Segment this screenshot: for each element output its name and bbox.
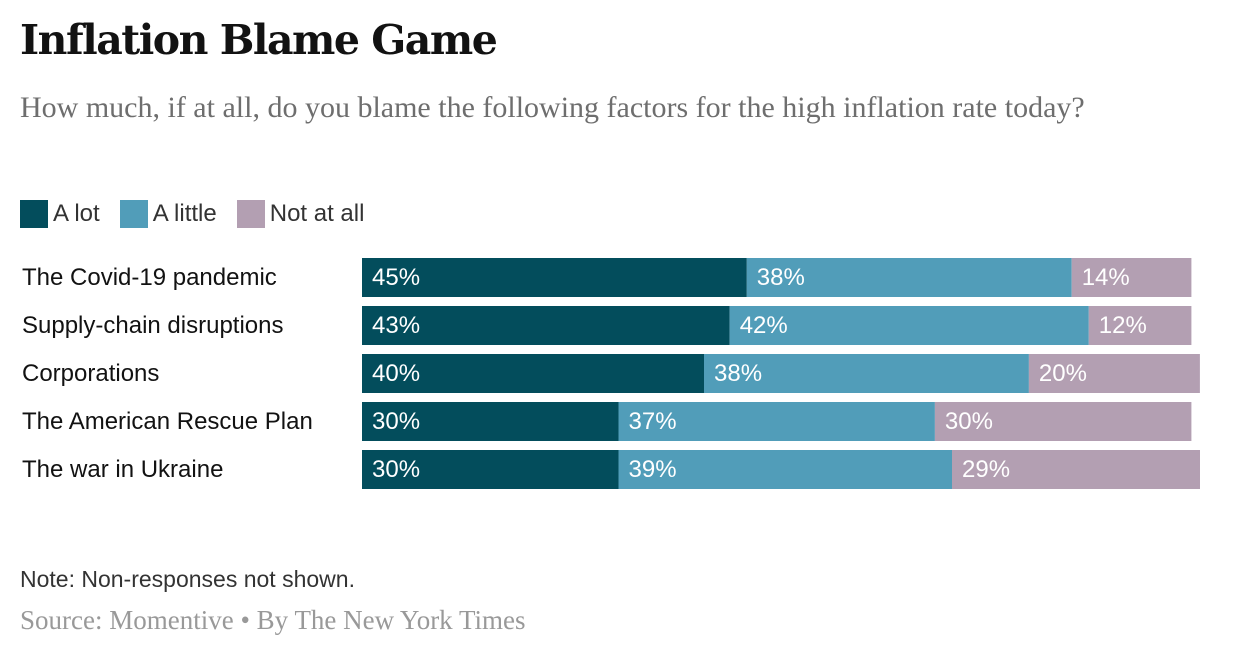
data-label-corporations-not-at-all: 20%: [1039, 360, 1087, 387]
source-byline: By The New York Times: [256, 605, 526, 635]
category-label-the-covid-19-pandemic: The Covid-19 pandemic: [22, 264, 277, 291]
data-label-the-covid-19-pandemic-a-little: 38%: [757, 264, 805, 291]
data-label-the-war-in-ukraine-a-lot: 30%: [372, 456, 420, 483]
legend-label-a-lot: A lot: [53, 200, 100, 227]
stacked-bar-chart: The Covid-19 pandemic 45% 38% 14% Supply-cha…: [22, 258, 1200, 489]
bar-the-war-in-ukraine-a-lot: [362, 450, 619, 489]
bar-the-war-in-ukraine-not-at-all: [952, 450, 1200, 489]
data-label-supply-chain-disruptions-not-at-all: 12%: [1099, 312, 1147, 339]
category-label-the-war-in-ukraine: The war in Ukraine: [22, 456, 223, 483]
source-separator: •: [240, 605, 250, 635]
data-label-corporations-a-little: 38%: [714, 360, 762, 387]
chart-note: Note: Non-responses not shown.: [20, 566, 355, 592]
legend-item-not-at-all: Not at all: [236, 200, 365, 228]
bar-the-american-rescue-plan-a-little: [618, 402, 935, 441]
legend-swatch-a-little: [119, 200, 148, 228]
data-label-the-american-rescue-plan-a-little: 37%: [629, 408, 677, 435]
bar-supply-chain-disruptions-not-at-all: [1088, 306, 1192, 345]
chart-source: Source: Momentive • By The New York Time…: [20, 605, 526, 636]
bar-corporations-a-lot: [362, 354, 704, 393]
bar-the-american-rescue-plan-a-lot: [362, 402, 619, 441]
category-label-the-american-rescue-plan: The American Rescue Plan: [22, 408, 313, 435]
source-label: Source:: [20, 605, 103, 635]
bar-the-covid-19-pandemic-not-at-all: [1071, 258, 1192, 297]
bar-supply-chain-disruptions-a-little: [729, 306, 1089, 345]
bar-the-covid-19-pandemic-a-little: [746, 258, 1072, 297]
data-label-supply-chain-disruptions-a-little: 42%: [740, 312, 788, 339]
category-label-supply-chain-disruptions: Supply-chain disruptions: [22, 312, 283, 339]
bar-supply-chain-disruptions-a-lot: [362, 306, 730, 345]
bar-the-war-in-ukraine-a-little: [618, 450, 952, 489]
category-label-corporations: Corporations: [22, 360, 159, 387]
legend-label-not-at-all: Not at all: [269, 200, 365, 227]
source-name: Momentive: [109, 605, 234, 635]
bar-corporations-not-at-all: [1028, 354, 1200, 393]
data-label-the-covid-19-pandemic-not-at-all: 14%: [1082, 264, 1130, 291]
bar-the-covid-19-pandemic-a-lot: [362, 258, 747, 297]
data-label-the-american-rescue-plan-a-lot: 30%: [372, 408, 420, 435]
chart-subtitle: How much, if at all, do you blame the fo…: [20, 91, 1085, 124]
data-label-the-covid-19-pandemic-a-lot: 45%: [372, 264, 420, 291]
legend-swatch-not-at-all: [236, 200, 265, 228]
legend-item-a-lot: A lot: [20, 200, 100, 228]
legend: A lot A little Not at all: [20, 199, 384, 229]
chart-title: Inflation Blame Game: [20, 16, 498, 64]
data-label-the-war-in-ukraine-not-at-all: 29%: [962, 456, 1010, 483]
bar-the-american-rescue-plan-not-at-all: [934, 402, 1192, 441]
legend-label-a-little: A little: [152, 200, 217, 227]
data-label-the-american-rescue-plan-not-at-all: 30%: [945, 408, 993, 435]
data-label-supply-chain-disruptions-a-lot: 43%: [372, 312, 420, 339]
legend-swatch-a-lot: [20, 200, 48, 228]
bar-corporations-a-little: [704, 354, 1029, 393]
legend-item-a-little: A little: [119, 200, 217, 228]
data-label-corporations-a-lot: 40%: [372, 360, 420, 387]
data-label-the-war-in-ukraine-a-little: 39%: [629, 456, 677, 483]
